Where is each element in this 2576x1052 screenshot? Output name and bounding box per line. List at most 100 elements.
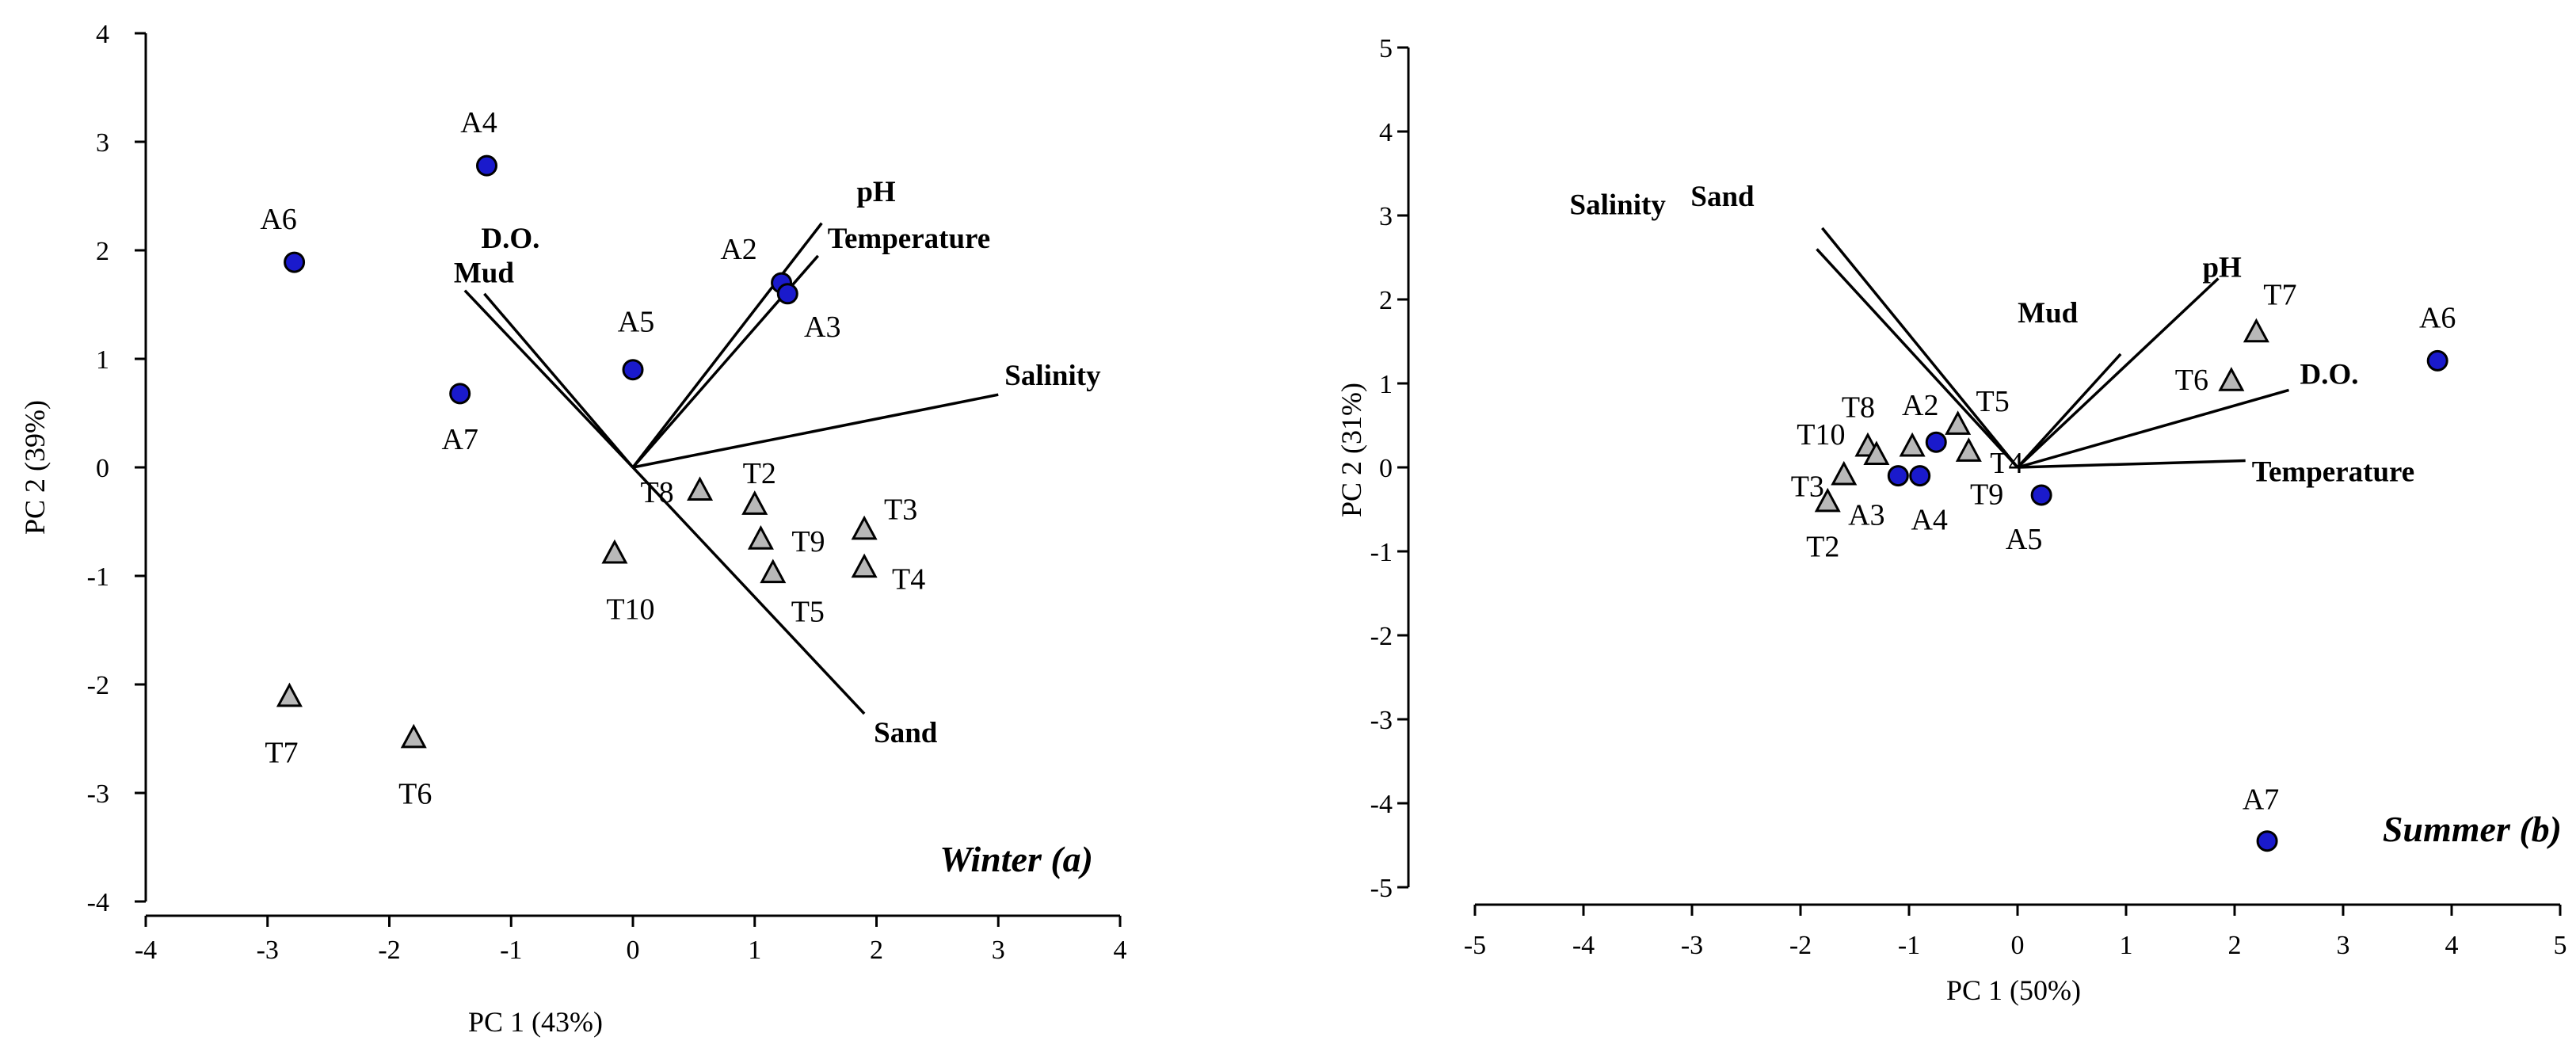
- winter-x-tick-label: -3: [257, 936, 279, 965]
- winter-y-tick-label: 3: [96, 128, 109, 158]
- winter-y-axis-title: PC 2 (39%): [19, 400, 51, 535]
- summer-y-tick-label: 2: [1379, 286, 1393, 315]
- summer-point-label-t6: T6: [2175, 364, 2208, 397]
- winter-y-tick-label: -3: [87, 779, 109, 809]
- summer-point-label-t3: T3: [1791, 471, 1824, 504]
- winter-vector-label-salinity: Salinity: [1004, 360, 1101, 392]
- summer-y-tick-label: 5: [1379, 34, 1393, 63]
- winter-x-tick-label: -2: [378, 936, 400, 965]
- summer-panel: Summer (b) PC 1 (50%) PC 2 (31%) -5 -4 -3 -…: [1336, 34, 2567, 1006]
- winter-point-t5: [760, 558, 787, 584]
- winter-vector-mud: [463, 289, 634, 469]
- summer-x-tick-label: -2: [1789, 931, 1812, 960]
- summer-y-tick-label: -5: [1370, 874, 1393, 903]
- winter-point-t2: [741, 490, 768, 515]
- winter-point-label-t5: T5: [791, 595, 825, 628]
- winter-vector-label-ph: pH: [856, 176, 896, 208]
- winter-point-t4: [851, 553, 878, 578]
- winter-point-label-a4: A4: [460, 106, 497, 139]
- winter-y-tick-label: 1: [96, 345, 109, 375]
- winter-point-label-t8: T8: [640, 476, 673, 509]
- summer-vector-label-mud: Mud: [2018, 297, 2079, 330]
- winter-panel: Winter (a) PC 1 (43%) PC 2 (39%) -4 -3 -2 -…: [19, 20, 1127, 1038]
- winter-vector-ph: [631, 222, 823, 469]
- summer-x-tick-label: 1: [2120, 931, 2133, 960]
- winter-point-a6: [284, 251, 306, 273]
- winter-point-label-t6: T6: [398, 778, 432, 811]
- winter-point-label-a7: A7: [441, 423, 478, 456]
- winter-point-t8: [687, 476, 714, 501]
- winter-point-t10: [601, 539, 628, 564]
- summer-y-tick-label: -3: [1370, 706, 1393, 735]
- winter-x-axis-title: PC 1 (43%): [468, 1006, 603, 1038]
- winter-point-label-t7: T7: [265, 736, 298, 769]
- winter-point-label-t3: T3: [884, 493, 917, 526]
- winter-point-t6: [400, 723, 427, 749]
- summer-x-tick-label: 3: [2337, 931, 2350, 960]
- summer-point-t6: [2218, 367, 2245, 391]
- summer-point-label-a2: A2: [1902, 389, 1938, 422]
- summer-x-tick-label: -5: [1464, 931, 1486, 960]
- summer-vector-label-ph: pH: [2202, 252, 2242, 284]
- summer-point-t7: [2243, 318, 2269, 343]
- summer-x-tick-label: -1: [1898, 931, 1920, 960]
- summer-point-a6: [2426, 349, 2448, 372]
- summer-y-tick-label: -1: [1370, 538, 1393, 567]
- winter-x-tick-label: 2: [870, 936, 883, 965]
- summer-point-a7: [2256, 830, 2278, 852]
- winter-vector-label-d-o: D.O.: [481, 223, 539, 255]
- winter-y-tick-label: -1: [87, 562, 109, 592]
- winter-vector-salinity: [632, 393, 999, 469]
- winter-point-a3: [776, 283, 798, 305]
- winter-point-t7: [276, 682, 303, 707]
- summer-vector-temperature: [2017, 459, 2246, 469]
- summer-point-t3: [1831, 460, 1858, 486]
- winter-point-a7: [449, 383, 471, 405]
- winter-point-a4: [476, 154, 497, 177]
- summer-x-tick-label: -3: [1681, 931, 1703, 960]
- summer-y-tick-label: 1: [1379, 370, 1393, 399]
- summer-x-tick-label: 2: [2228, 931, 2242, 960]
- summer-point-t4: [1955, 437, 1982, 462]
- summer-y-axis-title: PC 2 (31%): [1336, 383, 1367, 517]
- winter-x-tick-label: 3: [992, 936, 1005, 965]
- winter-point-label-t9: T9: [791, 525, 825, 558]
- summer-point-label-t7: T7: [2263, 278, 2296, 311]
- summer-x-tick-label: -4: [1572, 931, 1595, 960]
- summer-panel-title: Summer (b): [2383, 809, 2562, 849]
- winter-point-label-t10: T10: [606, 593, 654, 627]
- summer-x-tick-label: 0: [2011, 931, 2025, 960]
- winter-y-tick-label: 2: [96, 237, 109, 266]
- summer-point-label-a7: A7: [2243, 783, 2279, 817]
- summer-vector-sand: [1821, 227, 2019, 469]
- summer-point-a3: [1887, 465, 1909, 487]
- winter-point-label-a3: A3: [804, 311, 840, 344]
- summer-y-tick-label: 0: [1379, 454, 1393, 483]
- summer-y-tick-label: 4: [1379, 118, 1393, 147]
- winter-point-label-a5: A5: [618, 306, 654, 339]
- winter-point-t9: [747, 525, 774, 550]
- winter-x-tick-label: 4: [1114, 936, 1127, 965]
- summer-point-a4: [1909, 465, 1931, 487]
- summer-vector-label-temperature: Temperature: [2252, 456, 2415, 489]
- winter-point-label-a6: A6: [260, 203, 296, 236]
- summer-x-tick-label: 4: [2445, 931, 2459, 960]
- summer-point-label-a6: A6: [2419, 301, 2456, 334]
- summer-x-tick-label: 5: [2554, 931, 2567, 960]
- summer-point-a2: [1925, 431, 1947, 453]
- summer-y-tick-label: -2: [1370, 622, 1393, 651]
- summer-point-label-a4: A4: [1911, 504, 1947, 537]
- winter-point-t3: [851, 515, 878, 540]
- winter-point-label-t4: T4: [892, 562, 925, 596]
- summer-vector-d-o: [2017, 388, 2289, 469]
- summer-point-t2: [1814, 487, 1841, 513]
- summer-point-label-t4: T4: [1990, 447, 2023, 480]
- winter-point-label-t2: T2: [743, 457, 776, 490]
- winter-point-a5: [622, 359, 644, 381]
- summer-x-axis-title: PC 1 (50%): [1946, 974, 2081, 1006]
- winter-x-tick-label: 1: [748, 936, 761, 965]
- summer-vector-label-d-o: D.O.: [2300, 358, 2359, 391]
- summer-point-label-a3: A3: [1848, 499, 1884, 532]
- summer-vector-ph: [2016, 277, 2220, 469]
